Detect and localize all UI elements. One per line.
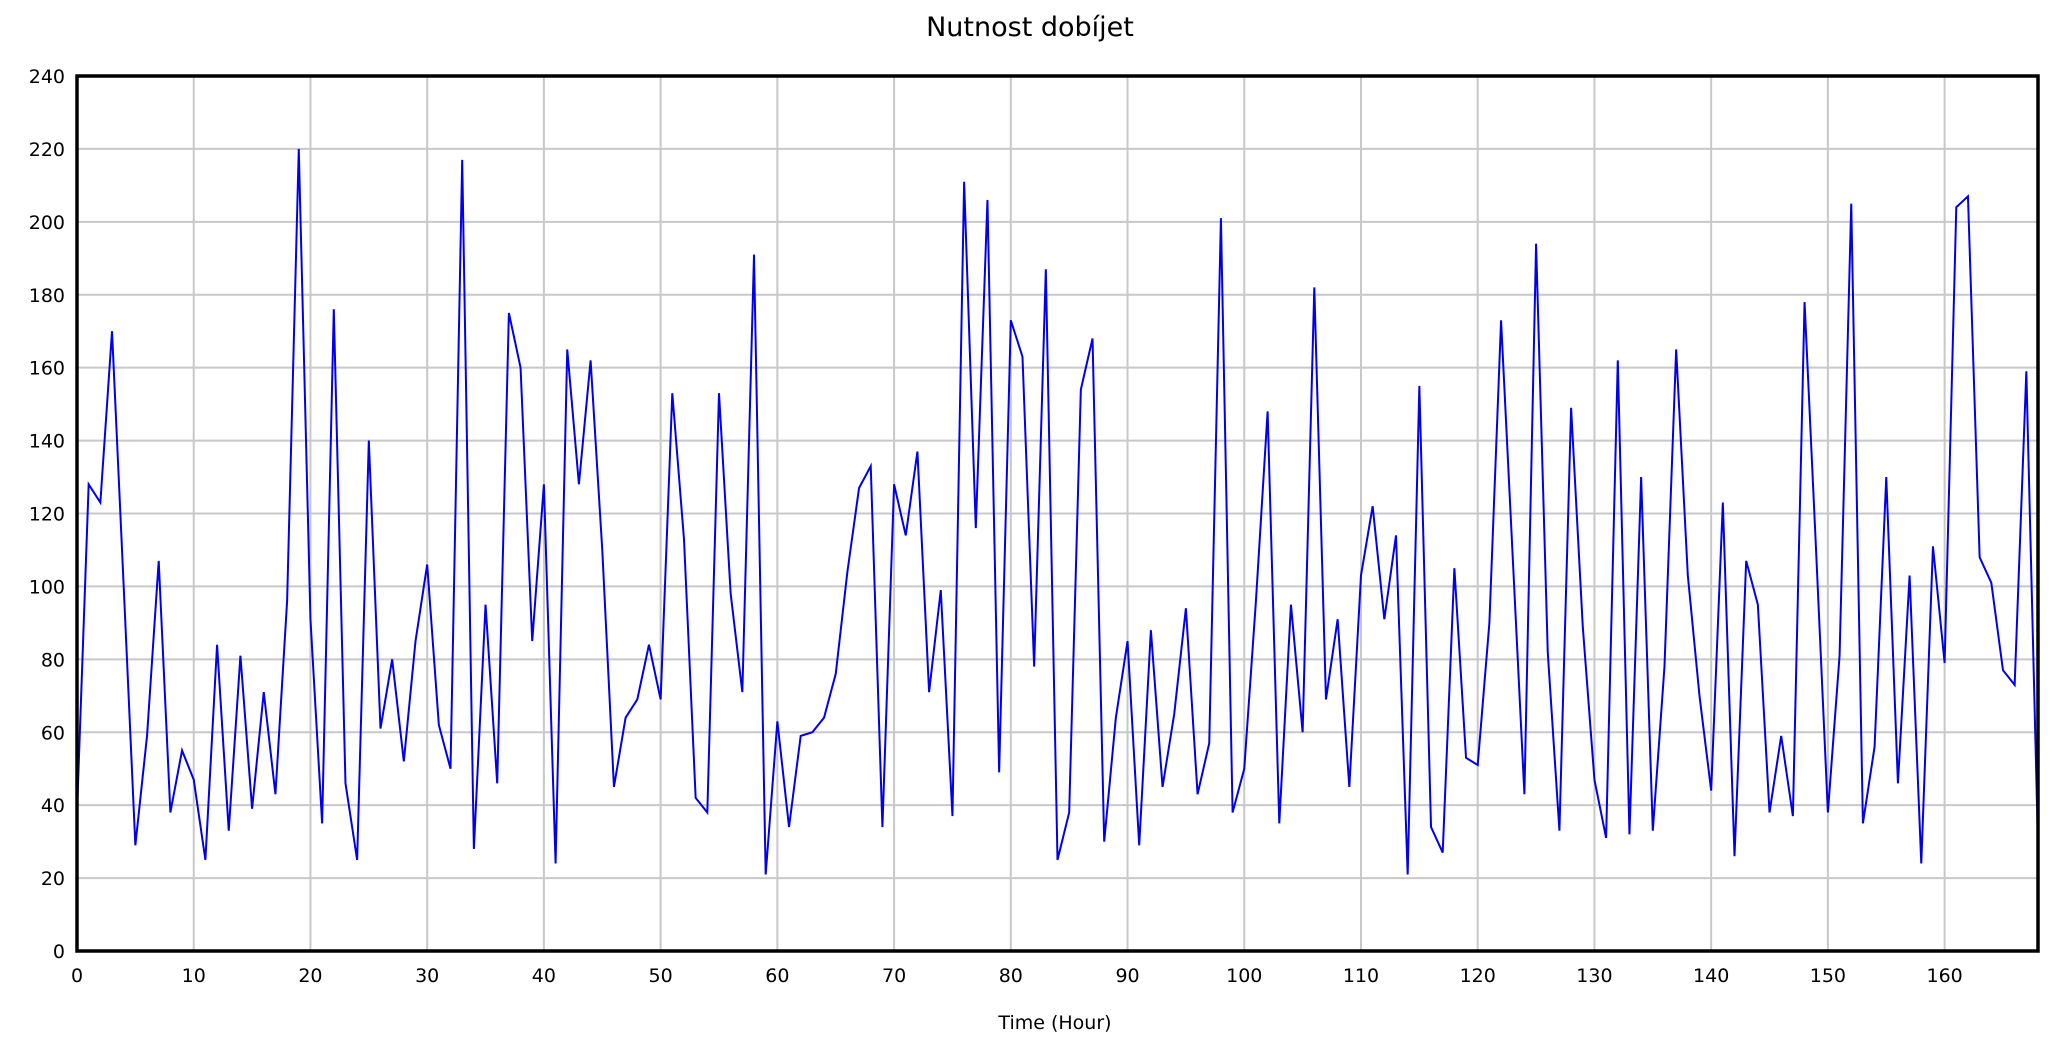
- x-tick-label: 70: [882, 965, 906, 987]
- x-axis-label: Time (Hour): [997, 1012, 1111, 1034]
- y-tick-label: 60: [41, 722, 65, 744]
- x-tick-label: 160: [1926, 965, 1962, 987]
- x-tick-label: 20: [298, 965, 322, 987]
- y-tick-label: 0: [53, 941, 65, 963]
- x-tick-label: 130: [1576, 965, 1612, 987]
- y-tick-label: 80: [41, 649, 65, 671]
- y-tick-label: 120: [29, 504, 65, 526]
- x-axis-ticks: 0 10 20 30 40 50 60 70 80 90 100 110 120 130 140 150 160: [71, 965, 1963, 987]
- y-tick-label: 20: [41, 868, 65, 890]
- series-line: [76, 148, 2039, 875]
- x-tick-label: 40: [532, 965, 556, 987]
- y-tick-label: 200: [29, 212, 65, 234]
- x-tick-label: 0: [71, 965, 83, 987]
- y-tick-label: 160: [29, 358, 65, 380]
- x-tick-label: 50: [649, 965, 673, 987]
- y-tick-label: 100: [29, 576, 65, 598]
- y-axis-ticks: 0 20 40 60 80 100 120 140 160 180 200 220 240: [29, 66, 65, 963]
- y-tick-label: 240: [29, 66, 65, 88]
- x-tick-label: 60: [765, 965, 789, 987]
- y-tick-label: 40: [41, 795, 65, 817]
- y-tick-label: 180: [29, 285, 65, 307]
- x-tick-label: 110: [1343, 965, 1379, 987]
- x-tick-label: 150: [1810, 965, 1846, 987]
- x-tick-label: 90: [1115, 965, 1139, 987]
- x-tick-label: 140: [1693, 965, 1729, 987]
- chart-title: Nutnost dobíjet: [926, 12, 1134, 43]
- x-tick-label: 100: [1226, 965, 1262, 987]
- y-tick-label: 220: [29, 139, 65, 161]
- x-tick-label: 10: [182, 965, 206, 987]
- x-tick-label: 80: [999, 965, 1023, 987]
- x-tick-label: 30: [415, 965, 439, 987]
- series-layer: [76, 148, 2039, 875]
- x-tick-label: 120: [1460, 965, 1496, 987]
- y-tick-label: 140: [29, 431, 65, 453]
- plot-frame: [75, 74, 2040, 953]
